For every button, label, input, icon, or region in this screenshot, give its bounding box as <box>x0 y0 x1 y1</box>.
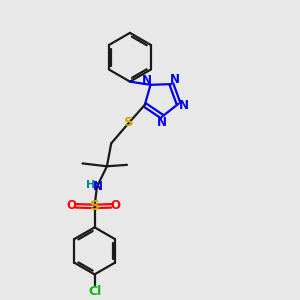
Text: N: N <box>157 116 167 129</box>
Text: O: O <box>110 199 121 212</box>
Text: Cl: Cl <box>88 284 101 298</box>
Text: S: S <box>90 200 100 213</box>
Text: N: N <box>169 73 180 86</box>
Text: N: N <box>92 180 103 194</box>
Text: S: S <box>124 116 134 129</box>
Text: O: O <box>67 199 76 212</box>
Text: H: H <box>86 181 95 190</box>
Text: N: N <box>179 99 189 112</box>
Text: N: N <box>142 74 152 87</box>
